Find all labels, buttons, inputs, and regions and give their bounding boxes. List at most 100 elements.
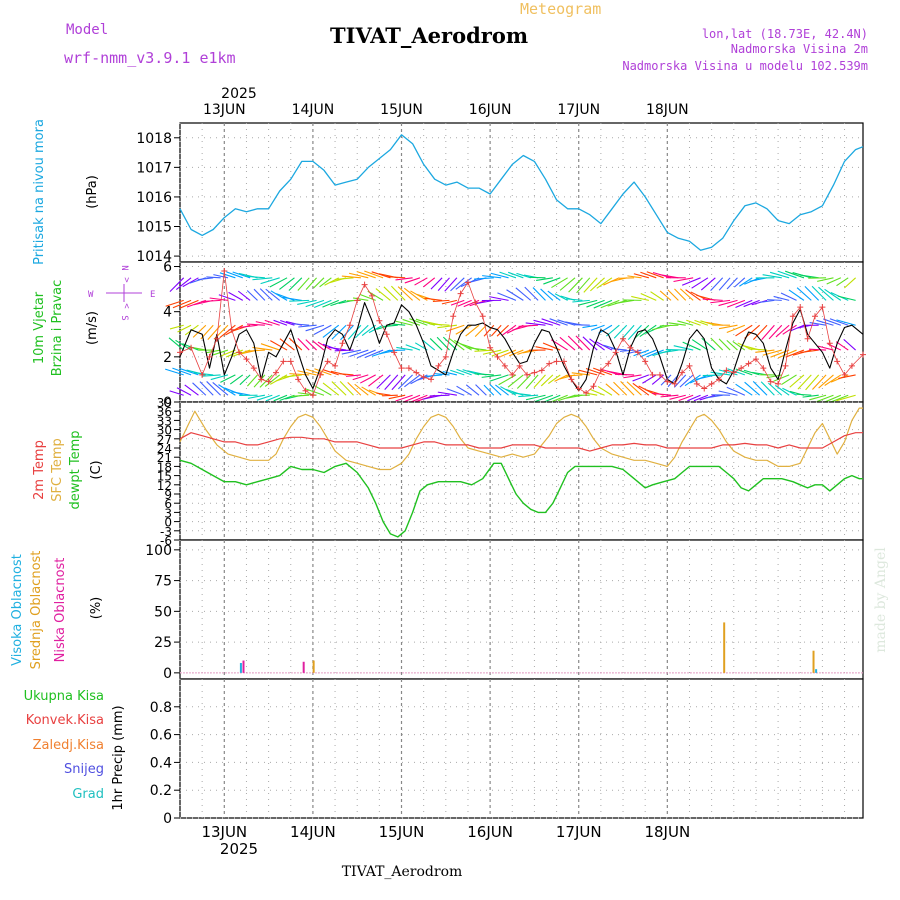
wind-arrow <box>744 381 760 396</box>
wind-arrow <box>498 374 517 386</box>
wind-arrow <box>501 324 517 336</box>
wind-arrow <box>376 374 391 389</box>
wind-arrow <box>752 380 768 396</box>
wind-arrow <box>767 299 782 301</box>
wind-arrow <box>322 382 340 396</box>
wind-arrow <box>273 394 288 402</box>
wind-arrow <box>218 384 236 396</box>
wind-arrow <box>751 299 768 306</box>
wind-arrow <box>533 319 554 326</box>
wind-arrow <box>432 299 450 303</box>
wind-arrow <box>245 275 265 279</box>
wind-arrow <box>718 369 738 376</box>
y-tick-label: 21 <box>157 451 172 465</box>
y-tick-label: -6 <box>160 534 172 548</box>
wind-arrow <box>361 386 376 396</box>
y-tick-label: 25 <box>154 635 172 651</box>
wind-gust-marker <box>560 358 567 365</box>
wind-arrow <box>598 324 613 334</box>
wind-arrow <box>179 299 199 309</box>
wind-arrow <box>529 276 546 279</box>
wind-arrow <box>199 381 214 396</box>
wind-arrow <box>567 335 583 351</box>
wind-arrow <box>291 394 310 397</box>
wind-arrow <box>169 324 184 330</box>
wind-arrow <box>677 320 694 326</box>
wind-gust-marker <box>679 369 686 376</box>
wind-gust-marker <box>309 392 316 399</box>
temp-unit: (C) <box>89 460 104 479</box>
wind-arrow <box>201 374 221 377</box>
wind-arrow <box>554 293 568 301</box>
wind-arrow <box>805 374 820 391</box>
svg-text:<: < <box>121 303 131 309</box>
wind-gust-marker <box>664 378 671 385</box>
wind-arrow <box>423 277 436 288</box>
wind-arrow <box>761 324 775 341</box>
wind-arrow <box>733 277 746 288</box>
wind-arrow <box>743 299 760 308</box>
wind-arrow <box>360 374 376 384</box>
wind-arrow <box>395 320 413 326</box>
wind-arrow <box>270 290 288 301</box>
wind-gust-marker <box>177 349 183 356</box>
y-tick-label: 50 <box>154 604 172 620</box>
wind-arrow <box>797 374 812 390</box>
wind-arrow <box>395 394 413 402</box>
wind-arrow <box>575 335 591 351</box>
wind-arrow <box>816 319 834 326</box>
wind-arrow <box>341 275 361 279</box>
wind-arrow <box>760 381 775 396</box>
wind-arrow <box>660 394 679 398</box>
wind-arrow <box>620 380 635 396</box>
y-tick-label: 0 <box>163 395 172 411</box>
wind-arrow <box>409 318 428 326</box>
wind-arrow <box>239 374 251 386</box>
wind-arrow <box>632 382 650 396</box>
wind-arrow <box>838 374 856 379</box>
wind-arrow <box>330 299 347 307</box>
wind-arrow <box>489 374 509 382</box>
wind-arrow <box>457 299 472 307</box>
wind-arrow <box>627 275 642 279</box>
wind-arrow <box>341 349 362 355</box>
wind-arrow <box>352 297 369 301</box>
wind-arrow <box>500 386 517 396</box>
wind-arrow <box>437 324 457 329</box>
wind-gust-marker <box>738 365 745 372</box>
wind-arrow <box>816 394 834 403</box>
wind-arrow <box>314 368 332 376</box>
wind-arrow <box>219 324 236 339</box>
wind-arrow <box>313 384 332 396</box>
y-tick-label: 2 <box>163 350 172 366</box>
wind-gust-marker <box>420 374 427 381</box>
wind-arrow <box>626 381 642 396</box>
wind-arrow <box>718 277 731 291</box>
wind-arrow <box>496 324 509 337</box>
date-label-bottom: 13JUN <box>201 823 247 841</box>
wind-arrow <box>824 288 842 301</box>
wind-arrow <box>543 277 561 285</box>
wind-gust-marker <box>848 362 855 369</box>
y-tick-label: 18 <box>157 460 172 474</box>
wind-gust-marker <box>671 380 678 387</box>
wind-arrow <box>193 372 214 376</box>
wind-arrow <box>735 383 753 396</box>
wind-gust-marker <box>391 349 398 356</box>
wind-gust-marker <box>228 326 235 333</box>
wind-arrow <box>395 277 413 281</box>
wind-arrow <box>808 348 827 351</box>
wind-arrow <box>209 297 229 301</box>
sfc-temp-line <box>179 407 863 471</box>
wind-arrow <box>322 299 339 308</box>
wind-arrow <box>414 277 428 286</box>
wind-gust-marker <box>797 304 804 311</box>
wind-arrow <box>782 387 797 396</box>
wind-arrow <box>291 323 310 326</box>
wind-arrow <box>770 349 790 358</box>
wind-arrow <box>532 287 546 301</box>
wind-arrow <box>785 270 805 279</box>
wind-gust-line <box>179 270 864 396</box>
wind-arrow <box>475 384 487 396</box>
wind-gust-marker <box>442 353 449 360</box>
